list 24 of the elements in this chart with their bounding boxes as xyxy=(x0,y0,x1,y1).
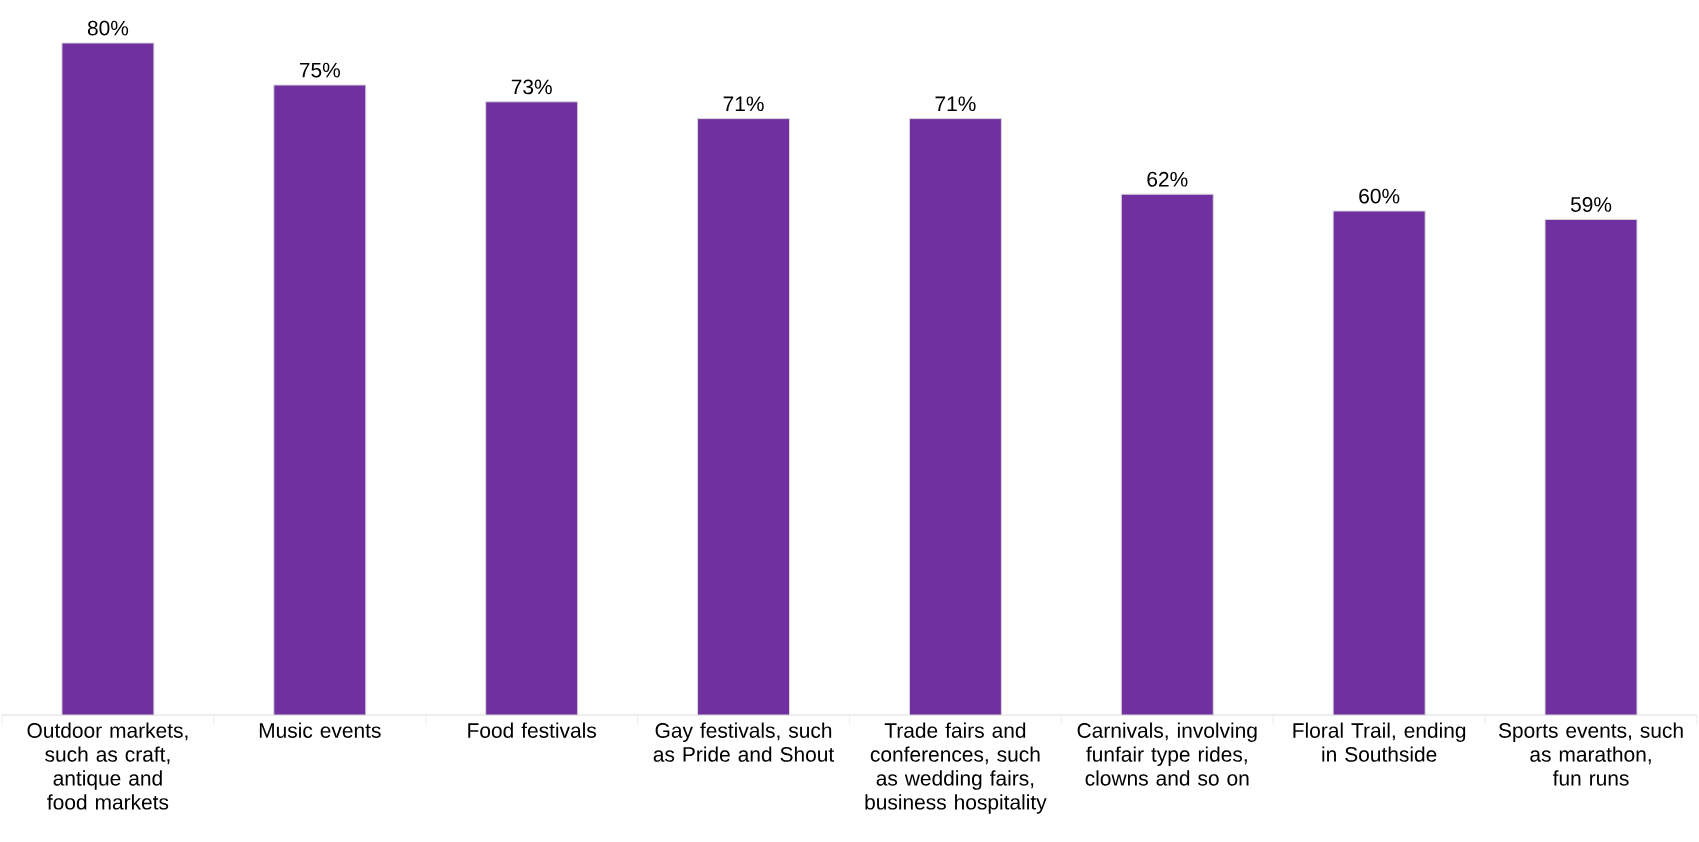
data-label: 59% xyxy=(1570,197,1612,212)
x-tick-label: Carnivals, involving funfair type rides, clowns and so on xyxy=(1077,722,1257,786)
data-label: 62% xyxy=(1147,171,1188,187)
x-tick-label: Music events xyxy=(259,722,381,738)
x-tick-label: Outdoor markets, such as craft, antique and food markets xyxy=(27,722,188,810)
bar xyxy=(61,42,155,716)
data-label: 73% xyxy=(511,79,552,95)
data-label: 80% xyxy=(87,20,129,36)
bar xyxy=(908,118,1002,716)
bar xyxy=(1120,193,1214,716)
bar xyxy=(1544,218,1638,716)
data-label: 75% xyxy=(299,62,340,78)
x-tick-label: Food festivals xyxy=(468,722,597,738)
data-label: 71% xyxy=(935,96,976,112)
x-tick-label: Floral Trail, ending in Southside xyxy=(1293,722,1466,762)
bar xyxy=(273,84,367,716)
x-tick-label: Sports events, such as marathon, fun runs xyxy=(1498,722,1683,786)
x-tick-label: Trade fairs and conferences, such as wedding fairs, business hospitality xyxy=(865,722,1047,814)
data-label: 60% xyxy=(1359,188,1400,204)
data-label: 71% xyxy=(723,96,764,112)
bar xyxy=(485,101,579,716)
x-tick-label: Gay festivals, such as Pride and Shout xyxy=(653,722,835,762)
bar xyxy=(1332,210,1426,716)
bar xyxy=(697,118,791,716)
